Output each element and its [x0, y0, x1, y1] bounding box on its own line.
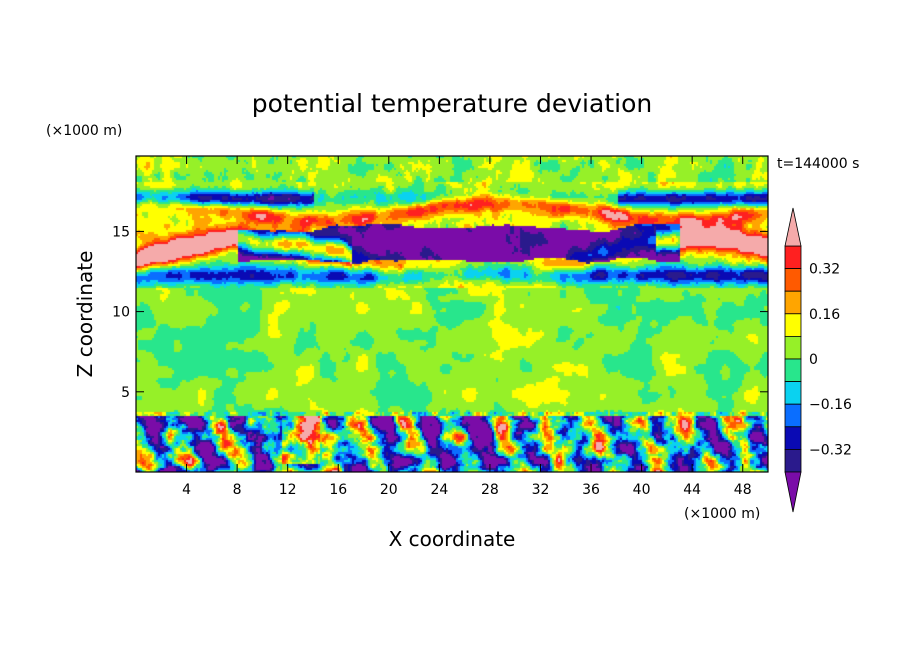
plot-frame: [135, 155, 769, 473]
colorbar-label: −0.32: [809, 442, 852, 458]
x-tick-label: 32: [532, 482, 550, 498]
x-tick-label: 20: [380, 482, 398, 498]
x-tick-label: 12: [279, 482, 297, 498]
x-tick-label: 28: [481, 482, 499, 498]
colorbar-band: [784, 290, 802, 315]
x-axis: 4 8 12 16 20 24 28 32 36 40 44 48: [182, 156, 752, 498]
contour-field: [136, 156, 768, 472]
colorbar-label: 0.16: [809, 307, 840, 323]
y-tick-label: 5: [121, 385, 130, 401]
x-tick-label: 16: [329, 482, 347, 498]
chart-title: potential temperature deviation: [252, 89, 652, 118]
colorbar: 0.32 0.16 0 −0.16 −0.32: [784, 207, 852, 513]
colorbar-label: 0: [809, 352, 818, 368]
colorbar-band: [784, 426, 802, 450]
y-axis-label: Z coordinate: [73, 251, 97, 378]
x-tick-label: 48: [734, 482, 752, 498]
colorbar-min-arrow: [784, 471, 802, 513]
colorbar-label: 0.32: [809, 262, 840, 278]
plot-area: [136, 156, 768, 472]
x-tick-label: 36: [582, 482, 600, 498]
colorbar-label: −0.16: [809, 397, 852, 413]
x-tick-label: 44: [683, 482, 701, 498]
colorbar-band: [784, 313, 802, 337]
colorbar-band: [784, 245, 802, 270]
colorbar-band: [784, 268, 802, 292]
y-tick-label: 10: [112, 305, 130, 321]
colorbar-band: [784, 403, 802, 428]
y-axis: 5 10 15: [112, 224, 768, 401]
colorbar-band: [784, 358, 802, 383]
y-tick-label: 15: [112, 224, 130, 240]
colorbar-band: [784, 448, 802, 473]
colorbar-band: [784, 381, 802, 405]
x-tick-label: 24: [430, 482, 448, 498]
time-label: t=144000 s: [777, 156, 859, 172]
x-unit-label: (×1000 m): [684, 506, 760, 522]
x-tick-label: 8: [233, 482, 242, 498]
colorbar-band: [784, 335, 802, 360]
colorbar-max-arrow: [784, 207, 802, 247]
x-tick-label: 40: [633, 482, 651, 498]
x-axis-label: X coordinate: [389, 527, 516, 551]
x-tick-label: 4: [182, 482, 191, 498]
y-unit-label: (×1000 m): [46, 123, 122, 139]
